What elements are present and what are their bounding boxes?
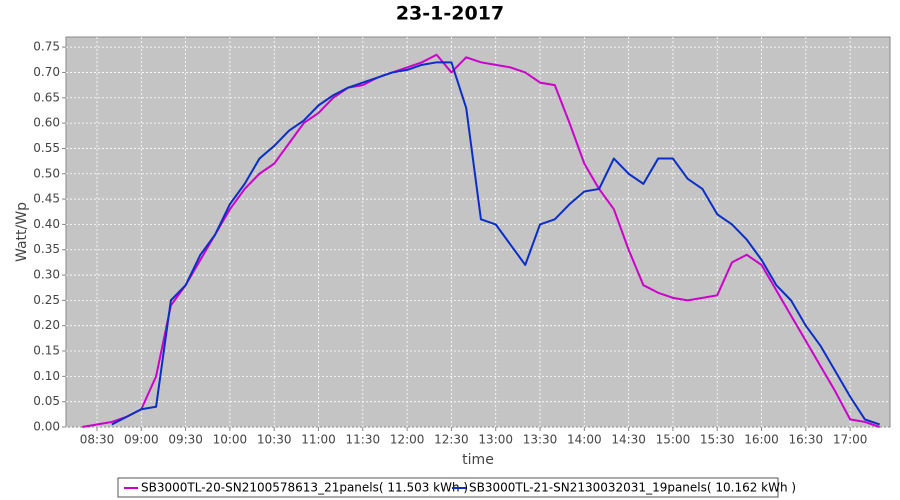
y-tick-label: 0.40 [33, 217, 60, 231]
y-tick-label: 0.30 [33, 268, 60, 282]
series-line [111, 61, 880, 426]
y-tick-label: 0.35 [33, 242, 60, 256]
x-tick-label: 10:30 [257, 433, 292, 447]
x-tick-label: 10:00 [213, 433, 248, 447]
y-tick-label: 0.05 [33, 394, 60, 408]
x-tick-label: 09:30 [168, 433, 203, 447]
y-tick-label: 0.20 [33, 318, 60, 332]
y-tick-label: 0.65 [33, 90, 60, 104]
x-tick-label: 13:30 [523, 433, 558, 447]
legend-label: SB3000TL-21-SN2130032031_19panels( 10.16… [469, 481, 796, 495]
x-tick-label: 14:30 [611, 433, 646, 447]
x-tick-label: 13:00 [478, 433, 513, 447]
y-tick-label: 0.25 [33, 293, 60, 307]
x-tick-label: 12:00 [390, 433, 425, 447]
y-tick-label: 0.45 [33, 192, 60, 206]
x-tick-label: 15:30 [700, 433, 735, 447]
y-tick-label: 0.60 [33, 116, 60, 130]
x-tick-label: 09:00 [124, 433, 159, 447]
legend-label: SB3000TL-20-SN2100578613_21panels( 11.50… [141, 481, 468, 495]
x-axis-title: time [462, 452, 494, 468]
chart-title: 23-1-2017 [396, 3, 504, 25]
x-tick-label: 14:00 [567, 433, 602, 447]
plot-area [65, 36, 891, 428]
x-tick-label: 15:00 [656, 433, 691, 447]
y-tick-label: 0.75 [33, 40, 60, 54]
y-axis-title: Watt/Wp [14, 202, 30, 262]
legend [117, 477, 779, 498]
y-tick-label: 0.50 [33, 166, 60, 180]
x-tick-label: 11:30 [346, 433, 381, 447]
y-tick-label: 0.10 [33, 369, 60, 383]
y-tick-label: 0.15 [33, 344, 60, 358]
y-tick-label: 0.00 [33, 420, 60, 434]
x-tick-label: 16:30 [789, 433, 824, 447]
x-tick-label: 12:30 [434, 433, 469, 447]
x-tick-label: 11:00 [301, 433, 336, 447]
x-tick-label: 16:00 [744, 433, 779, 447]
x-tick-label: 17:00 [833, 433, 868, 447]
y-tick-label: 0.70 [33, 65, 60, 79]
x-tick-label: 08:30 [80, 433, 115, 447]
y-tick-label: 0.55 [33, 141, 60, 155]
